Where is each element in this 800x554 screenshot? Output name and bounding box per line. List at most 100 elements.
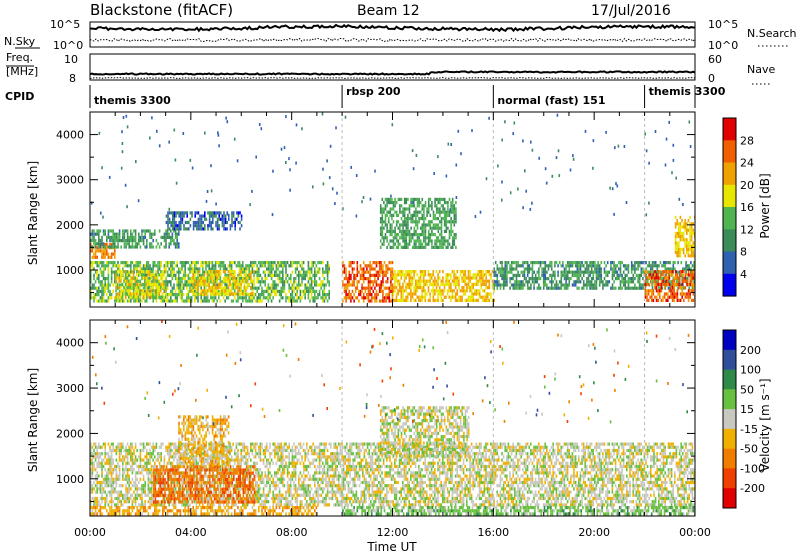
heatmap-cell bbox=[443, 201, 446, 205]
heatmap-cell bbox=[106, 264, 108, 268]
heatmap-cell bbox=[219, 273, 222, 277]
heatmap-cell bbox=[124, 286, 127, 290]
heatmap-cell bbox=[200, 217, 203, 221]
heatmap-cell bbox=[557, 264, 559, 268]
heatmap-cell bbox=[454, 273, 457, 277]
heatmap-cell bbox=[410, 213, 412, 217]
heatmap-cell bbox=[206, 292, 209, 296]
heatmap-cell bbox=[517, 261, 519, 265]
heatmap-cell bbox=[410, 289, 412, 293]
heatmap-cell bbox=[161, 295, 164, 299]
heatmap-cell bbox=[112, 490, 114, 494]
heatmap-cell bbox=[235, 279, 238, 283]
heatmap-cell bbox=[418, 236, 420, 240]
heatmap-cell bbox=[370, 293, 373, 297]
heatmap-cell bbox=[178, 273, 180, 277]
heatmap-cell bbox=[693, 280, 695, 284]
heatmap-cell bbox=[136, 273, 138, 277]
heatmap-cell bbox=[670, 267, 673, 271]
heatmap-cell bbox=[121, 270, 124, 274]
heatmap-cell bbox=[530, 261, 532, 265]
heatmap-cell bbox=[416, 295, 419, 299]
heatmap-cell bbox=[475, 279, 478, 283]
heatmap-cell bbox=[128, 286, 130, 290]
heatmap-cell bbox=[210, 214, 212, 218]
heatmap-cell bbox=[107, 252, 110, 256]
heatmap-cell bbox=[554, 273, 556, 277]
heatmap-cell bbox=[282, 283, 284, 287]
heatmap-cell bbox=[528, 277, 531, 281]
heatmap-cell bbox=[152, 279, 154, 283]
heatmap-cell bbox=[184, 220, 187, 225]
heatmap-cell bbox=[175, 214, 177, 218]
heatmap-cell bbox=[667, 267, 670, 271]
heatmap-cell bbox=[117, 490, 119, 494]
heatmap-cell bbox=[123, 286, 125, 290]
heatmap-cell bbox=[317, 296, 319, 300]
heatmap-cell bbox=[178, 293, 180, 297]
heatmap-cell bbox=[237, 220, 240, 225]
heatmap-cell bbox=[450, 245, 452, 249]
heatmap-cell bbox=[150, 289, 152, 293]
heatmap-cell bbox=[678, 279, 680, 283]
heatmap-cell bbox=[659, 270, 661, 274]
heatmap-cell bbox=[440, 282, 443, 286]
heatmap-cell bbox=[126, 239, 129, 243]
heatmap-cell bbox=[437, 282, 439, 286]
heatmap-cell bbox=[629, 280, 631, 284]
heatmap-cell bbox=[644, 279, 647, 283]
heatmap-cell bbox=[195, 286, 198, 290]
heatmap-cell bbox=[557, 273, 559, 277]
heatmap-cell bbox=[191, 214, 193, 218]
heatmap-cell bbox=[299, 264, 302, 268]
colorbar-tick-label: 4 bbox=[740, 268, 747, 281]
heatmap-cell bbox=[427, 242, 430, 246]
heatmap-cell bbox=[125, 114, 128, 118]
heatmap-cell bbox=[395, 276, 398, 280]
heatmap-cell bbox=[382, 283, 384, 287]
heatmap-cell bbox=[192, 276, 194, 280]
heatmap-cell bbox=[125, 245, 127, 249]
heatmap-cell bbox=[288, 157, 290, 161]
heatmap-cell bbox=[395, 298, 398, 302]
heatmap-cell bbox=[230, 273, 233, 277]
heatmap-cell bbox=[662, 277, 665, 281]
heatmap-cell bbox=[679, 222, 682, 226]
heatmap-cell bbox=[118, 468, 121, 472]
heatmap-cell bbox=[681, 282, 683, 286]
heatmap-cell bbox=[222, 286, 225, 290]
heatmap-cell bbox=[206, 264, 209, 268]
heatmap-cell bbox=[391, 201, 393, 205]
heatmap-cell bbox=[600, 277, 603, 281]
heatmap-cell bbox=[200, 227, 203, 231]
heatmap-cell bbox=[160, 289, 162, 293]
heatmap-cell bbox=[212, 217, 214, 221]
heatmap-cell bbox=[114, 232, 116, 236]
heatmap-cell bbox=[402, 226, 404, 230]
heatmap-cell bbox=[128, 270, 130, 274]
heatmap-cell bbox=[302, 277, 305, 281]
heatmap-cell bbox=[141, 229, 143, 233]
heatmap-cell bbox=[110, 452, 113, 456]
heatmap-cell bbox=[429, 213, 432, 217]
heatmap-cell bbox=[582, 264, 585, 268]
heatmap-cell bbox=[668, 276, 671, 280]
heatmap-cell bbox=[165, 220, 168, 225]
heatmap-cell bbox=[203, 270, 206, 274]
heatmap-cell bbox=[242, 270, 244, 274]
heatmap-cell bbox=[445, 229, 448, 233]
heatmap-cell bbox=[137, 279, 140, 283]
heatmap-cell bbox=[261, 286, 263, 290]
heatmap-cell bbox=[354, 273, 357, 277]
heatmap-cell bbox=[104, 484, 106, 488]
heatmap-cell bbox=[525, 280, 527, 284]
heatmap-cell bbox=[453, 273, 455, 277]
heatmap-cell bbox=[369, 273, 371, 277]
heatmap-cell bbox=[234, 282, 236, 286]
heatmap-cell bbox=[291, 293, 294, 297]
heatmap-cell bbox=[400, 236, 403, 240]
heatmap-cell bbox=[654, 270, 656, 274]
heatmap-cell bbox=[101, 239, 103, 243]
heatmap-cell bbox=[390, 286, 392, 290]
heatmap-cell bbox=[301, 273, 303, 277]
